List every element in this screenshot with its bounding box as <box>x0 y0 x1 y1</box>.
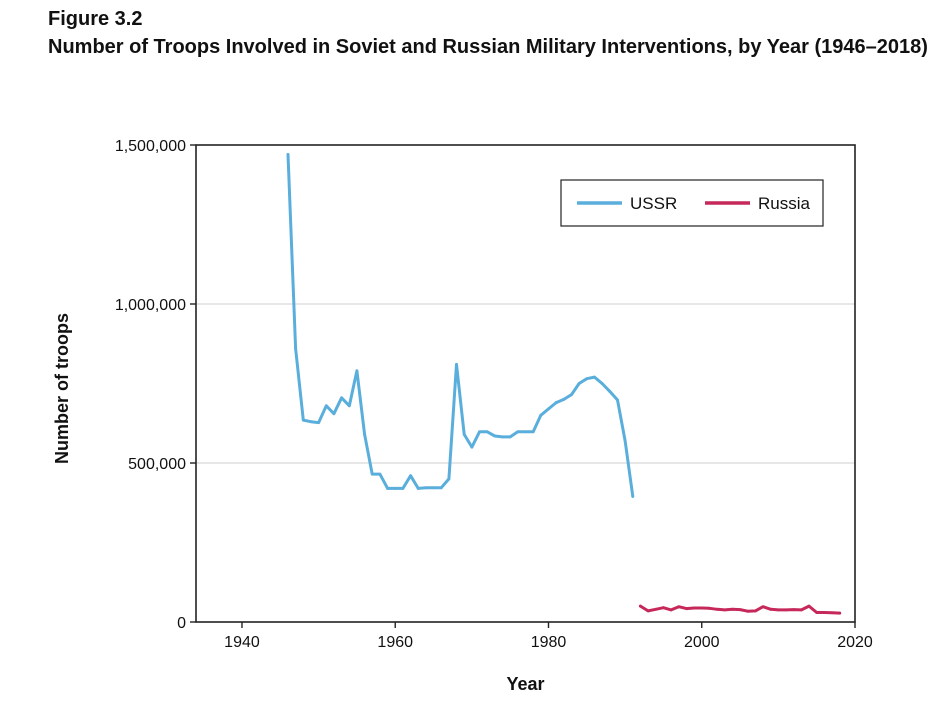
data-point-ussr-1989 <box>616 398 619 402</box>
data-point-russia-2008 <box>761 605 765 609</box>
figure-label: Figure 3.2 <box>48 8 143 30</box>
data-point-ussr-1972 <box>485 430 489 434</box>
data-point-ussr-1970 <box>470 445 474 449</box>
y-axis-title: Number of troops <box>52 313 72 464</box>
data-point-ussr-1950 <box>317 421 321 425</box>
data-point-ussr-1971 <box>478 430 481 434</box>
data-point-russia-2012 <box>792 608 796 611</box>
data-point-ussr-1991 <box>631 494 635 498</box>
data-point-ussr-1957 <box>370 472 374 476</box>
data-point-russia-2003 <box>723 608 727 612</box>
data-point-russia-2011 <box>784 608 788 612</box>
data-point-russia-2017 <box>830 611 834 615</box>
data-point-ussr-1979 <box>539 413 543 417</box>
data-point-russia-2018 <box>838 611 842 615</box>
data-point-ussr-1952 <box>332 412 336 416</box>
y-tick-label-3: 1,500,000 <box>115 138 186 155</box>
x-tick-label-3: 2000 <box>684 634 720 651</box>
data-point-ussr-1988 <box>608 390 612 393</box>
data-point-ussr-1974 <box>501 435 504 439</box>
data-point-russia-1996 <box>669 608 673 612</box>
data-point-russia-2015 <box>815 611 819 614</box>
data-point-russia-2014 <box>807 604 811 608</box>
data-point-ussr-1956 <box>363 432 366 436</box>
data-point-russia-2013 <box>799 608 803 612</box>
data-point-ussr-1964 <box>424 486 428 490</box>
legend-label-russia: Russia <box>758 194 811 213</box>
y-tick-label-1: 500,000 <box>128 456 186 473</box>
data-point-ussr-1960 <box>393 487 397 490</box>
data-point-ussr-1984 <box>577 382 581 385</box>
data-point-ussr-1981 <box>554 401 558 404</box>
data-point-ussr-1963 <box>416 487 420 490</box>
data-point-russia-1993 <box>646 609 650 613</box>
series-line-ussr <box>286 153 635 498</box>
data-point-ussr-1949 <box>309 420 313 424</box>
data-point-ussr-1955 <box>355 369 359 373</box>
data-point-russia-1999 <box>692 606 696 610</box>
data-point-ussr-1980 <box>547 407 550 411</box>
data-point-russia-2001 <box>708 606 711 610</box>
data-point-ussr-1962 <box>409 474 412 478</box>
x-tick-label-2: 1980 <box>531 634 567 651</box>
data-point-russia-2009 <box>769 607 773 611</box>
data-point-russia-2006 <box>746 609 750 613</box>
data-point-russia-1997 <box>677 605 681 609</box>
data-point-ussr-1958 <box>378 472 382 476</box>
data-point-ussr-1959 <box>386 487 389 490</box>
y-tick-label-0: 0 <box>177 615 186 632</box>
data-point-russia-2005 <box>738 608 742 611</box>
data-point-ussr-1985 <box>585 377 589 381</box>
data-point-russia-2002 <box>715 607 719 611</box>
data-point-russia-2004 <box>730 607 734 611</box>
data-point-ussr-1978 <box>531 430 535 434</box>
data-point-ussr-1982 <box>562 398 566 401</box>
data-point-russia-2007 <box>753 609 757 613</box>
x-tick-label-1: 1960 <box>377 634 413 651</box>
data-point-russia-1994 <box>654 607 658 611</box>
data-point-russia-1992 <box>639 604 642 608</box>
data-point-ussr-1968 <box>455 363 458 366</box>
data-point-ussr-1969 <box>462 432 466 436</box>
data-point-russia-2016 <box>822 611 826 614</box>
data-point-ussr-1987 <box>600 382 604 385</box>
data-point-ussr-1986 <box>593 375 596 379</box>
plot-frame <box>195 144 856 623</box>
data-point-ussr-1946 <box>286 153 290 156</box>
legend-label-ussr: USSR <box>630 194 677 213</box>
data-point-ussr-1975 <box>508 435 512 439</box>
data-point-ussr-1983 <box>570 393 573 397</box>
data-point-ussr-1947 <box>294 347 298 350</box>
data-point-ussr-1990 <box>623 439 627 443</box>
data-point-ussr-1961 <box>401 487 405 490</box>
figure-title: Number of Troops Involved in Soviet and … <box>48 36 928 58</box>
data-point-ussr-1954 <box>347 404 351 408</box>
data-point-ussr-1948 <box>301 418 305 422</box>
data-point-ussr-1967 <box>447 477 451 481</box>
y-tick-label-2: 1,000,000 <box>115 297 186 314</box>
data-point-ussr-1965 <box>432 486 435 490</box>
data-point-ussr-1977 <box>524 430 527 434</box>
data-point-russia-1998 <box>685 607 688 611</box>
data-point-russia-2010 <box>776 608 780 612</box>
x-tick-label-0: 1940 <box>224 634 260 651</box>
data-point-russia-2000 <box>700 606 704 610</box>
data-point-ussr-1976 <box>516 430 520 434</box>
x-tick-label-4: 2020 <box>837 634 873 651</box>
data-point-ussr-1953 <box>340 396 343 400</box>
x-axis-title: Year <box>506 674 544 694</box>
data-point-russia-1995 <box>662 606 665 610</box>
data-point-ussr-1973 <box>493 434 497 438</box>
data-point-ussr-1966 <box>439 486 443 490</box>
data-point-ussr-1951 <box>324 404 328 408</box>
